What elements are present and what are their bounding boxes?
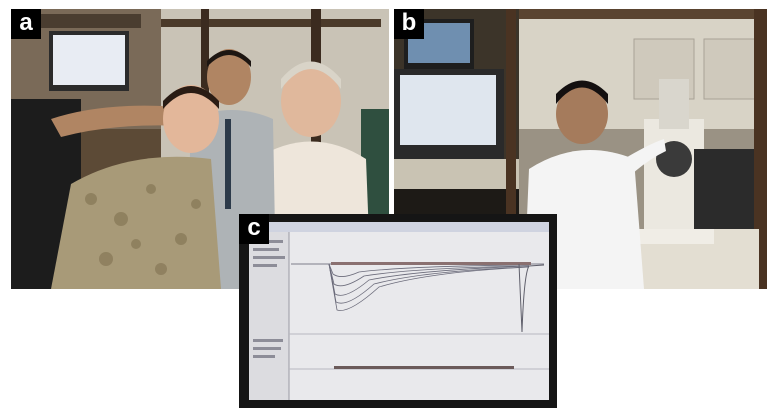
panel-label-a: a	[11, 9, 41, 39]
monitor-trace-photo	[239, 214, 557, 408]
microscope-photo	[394, 9, 767, 289]
panel-b-photo: b	[394, 9, 767, 289]
panel-c-photo: c	[239, 214, 557, 408]
panel-label-b: b	[394, 9, 424, 39]
lab-group-photo	[11, 9, 389, 289]
panel-label-c: c	[239, 214, 269, 244]
panel-a-photo: a	[11, 9, 389, 289]
